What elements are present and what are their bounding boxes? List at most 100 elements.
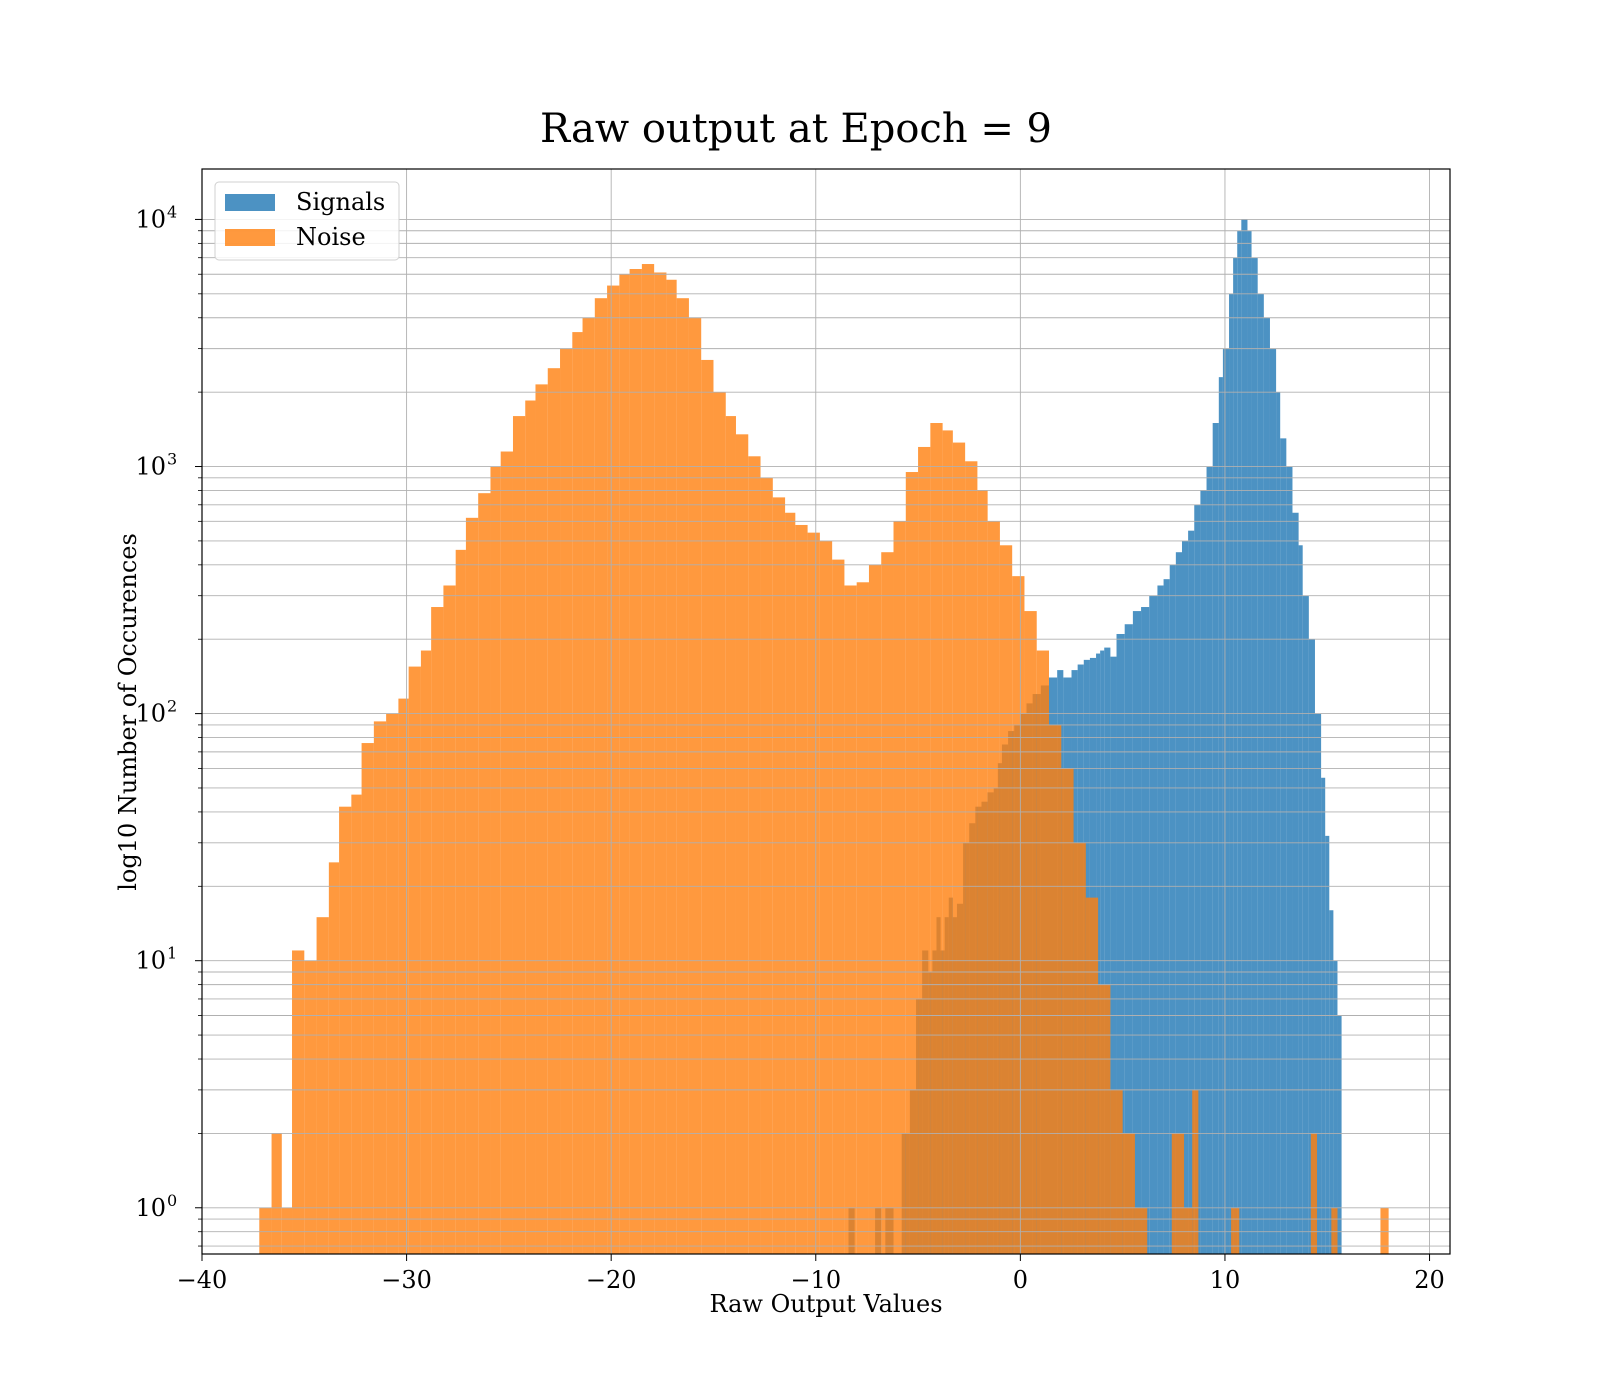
bar-signals [1218,377,1223,1254]
bar-noise [431,607,444,1254]
bar-noise [1231,1207,1240,1254]
bar-noise [654,272,667,1254]
bar-noise [748,456,761,1254]
bar-noise [676,298,689,1254]
bar-noise [339,806,352,1254]
bar-signals [1321,777,1326,1254]
x-tick-label: −20 [586,1266,637,1294]
bar-noise [572,332,583,1254]
bar-signals [1104,647,1111,1254]
bar-signals [1329,910,1334,1254]
bar-noise [1171,1133,1185,1254]
bar-signals [1233,257,1238,1254]
bar-signals [1257,293,1264,1254]
bar-noise [535,384,548,1254]
bar-noise [987,521,1000,1254]
bar-noise [1192,1089,1199,1254]
bar-noise [386,713,399,1254]
bar-signals [1269,348,1277,1254]
plot-frame [201,168,1451,1255]
bar-signals [1169,564,1176,1254]
bar-noise [560,348,573,1254]
bar-signals [1200,490,1207,1254]
bar-noise [1331,1207,1338,1254]
bar-noise [594,298,608,1254]
bar-noise [918,446,931,1254]
legend-label-noise: Noise [296,223,366,251]
bar-noise [893,521,906,1254]
bar-noise [490,466,501,1254]
bar-noise [1049,724,1062,1254]
bar-noise [373,721,387,1254]
bar-noise [701,359,714,1254]
y-tick-exponent: 2 [167,697,177,716]
bar-signals [1141,607,1150,1254]
bar-noise [952,442,966,1254]
legend: Signals Noise [214,181,400,261]
bar-signals [1333,960,1338,1254]
bar-noise [832,559,845,1254]
bar-signals [1188,530,1195,1254]
bar-signals [1157,585,1164,1254]
bar-signals [1132,611,1142,1254]
bar-noise [965,461,978,1254]
bar-noise [942,430,953,1254]
bar-signals [1292,512,1299,1254]
y-tick-label: 10 [135,700,166,728]
legend-label-signals: Signals [296,188,385,216]
bar-signals [1280,438,1287,1254]
y-tick-exponent: 0 [167,1191,177,1210]
bar-noise [398,698,409,1254]
bar-noise [641,264,655,1254]
bar-noise [351,794,362,1254]
bar-signals [1149,595,1158,1254]
bar-signals [1206,466,1213,1254]
bar-noise [881,552,894,1254]
series-noise [259,264,1389,1254]
bar-noise [582,317,595,1254]
bar-noise [688,317,702,1254]
bar-noise [735,434,749,1254]
bar-noise [1184,1207,1193,1254]
bar-noise [999,545,1013,1254]
y-axis-label: log10 Number of Occurences [114,533,142,891]
bar-noise [1012,576,1025,1254]
bar-noise [807,532,820,1254]
y-tick-label: 10 [135,947,166,975]
bar-signals [1124,624,1133,1254]
bar-signals [1212,423,1219,1254]
bar-noise [1310,1133,1318,1254]
bar-noise [443,585,456,1254]
bar-noise [1073,842,1086,1254]
y-tick-label: 10 [135,1194,166,1222]
bars-layer [259,219,1389,1254]
bar-noise [1110,1089,1123,1254]
bar-signals [1175,552,1182,1254]
bar-noise [478,493,491,1254]
bar-noise [271,1133,282,1254]
bar-noise [1024,611,1037,1254]
bar-signals [1308,639,1315,1254]
bar-signals [1163,579,1170,1254]
bar-noise [666,279,677,1254]
bar-signals [1181,540,1189,1254]
bar-noise [760,477,773,1254]
bar-noise [785,512,796,1254]
bar-noise [1122,1133,1135,1254]
bar-noise [868,564,882,1254]
bar-noise [500,451,513,1254]
bar-signals [1263,317,1270,1254]
bar-signals [1298,545,1303,1254]
bar-noise [713,392,726,1254]
bar-noise [512,416,526,1254]
bar-noise [1061,768,1074,1254]
bar-signals [1247,230,1252,1254]
x-tick-label: −30 [381,1266,432,1294]
y-tick-label: 10 [135,453,166,481]
bar-noise [1098,984,1111,1254]
chart-title: Raw output at Epoch = 9 [540,106,1052,152]
legend-swatch-signals [225,194,275,211]
bar-noise [1380,1207,1389,1254]
bar-noise [795,524,808,1254]
